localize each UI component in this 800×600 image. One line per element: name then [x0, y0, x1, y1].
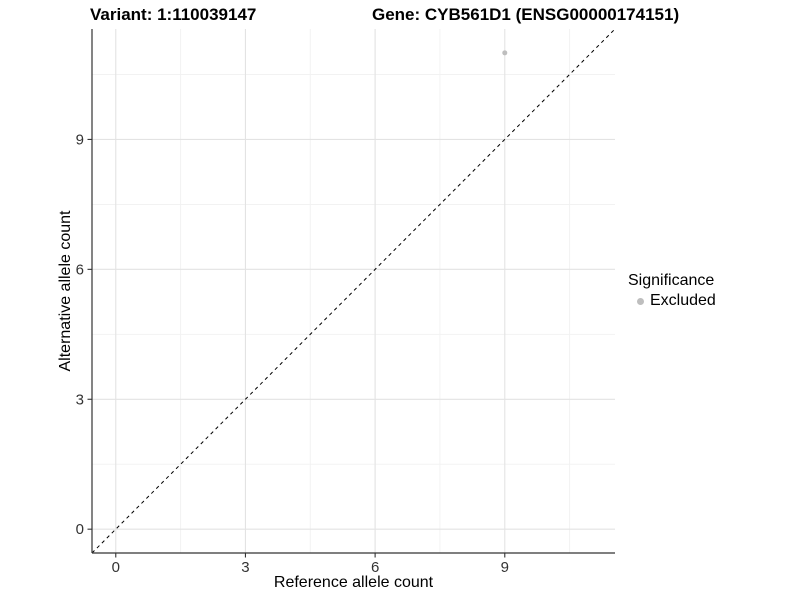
x-tick-label: 6 — [371, 559, 379, 576]
data-point — [502, 50, 508, 56]
legend-item-label: Excluded — [650, 292, 716, 309]
identity-reference-line — [91, 28, 616, 554]
x-tick-label: 3 — [241, 559, 249, 576]
plot-title-variant: Variant: 1:110039147 — [90, 5, 257, 24]
x-tick-label: 0 — [112, 559, 120, 576]
legend-title: Significance — [628, 272, 715, 289]
y-tick-label: 3 — [76, 391, 84, 408]
legend: Significance Excluded — [628, 272, 788, 311]
x-axis-title: Reference allele count — [273, 574, 434, 591]
y-tick-label: 9 — [76, 131, 84, 148]
x-tick-label: 9 — [501, 559, 509, 576]
plot-title-gene: Gene: CYB561D1 (ENSG00000174151) — [372, 5, 680, 24]
y-tick-label: 0 — [76, 521, 84, 538]
y-tick-label: 6 — [76, 261, 84, 278]
legend-item-excluded: Excluded — [628, 291, 788, 311]
y-axis-title: Alternative allele count — [57, 210, 74, 372]
legend-key-point-icon — [637, 298, 644, 305]
